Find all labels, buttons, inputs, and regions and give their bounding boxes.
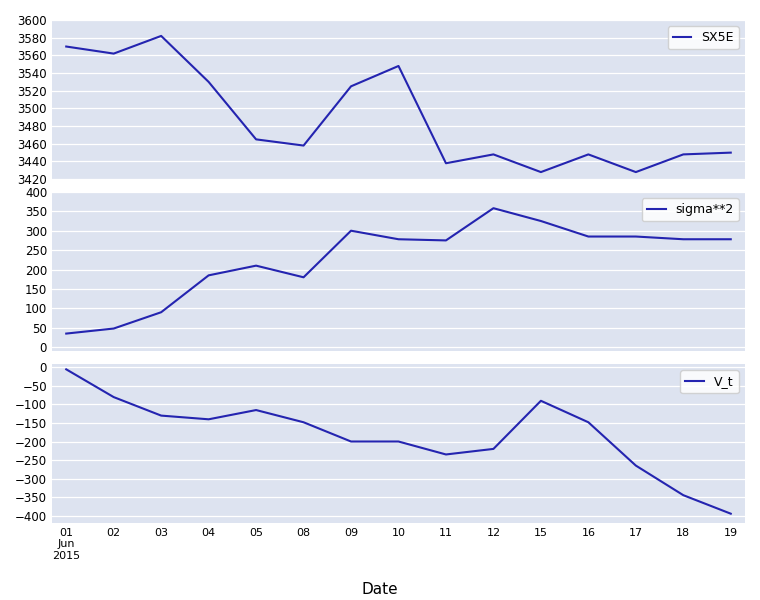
Legend: SX5E: SX5E (667, 26, 739, 49)
Legend: sigma**2: sigma**2 (641, 198, 739, 221)
Text: Date: Date (362, 582, 398, 597)
Legend: V_t: V_t (680, 370, 739, 393)
